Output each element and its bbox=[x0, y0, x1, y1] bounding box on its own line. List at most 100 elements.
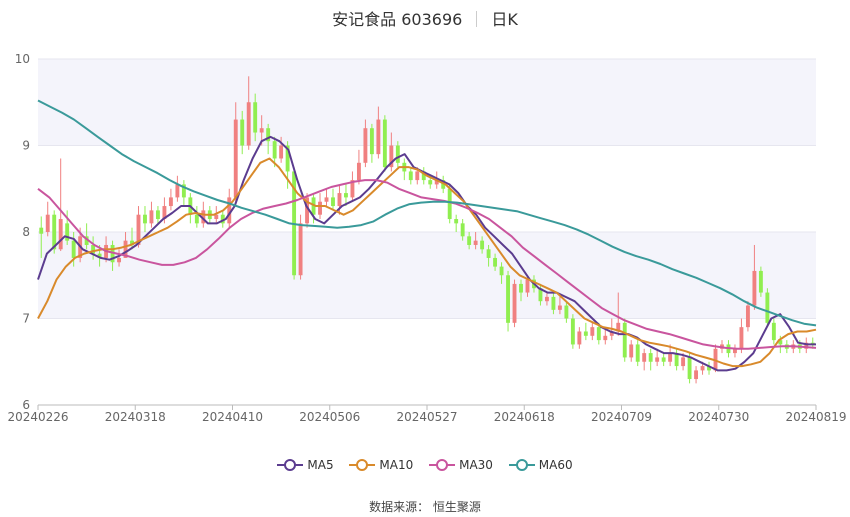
candle-body bbox=[687, 357, 692, 380]
candle-body bbox=[214, 214, 219, 220]
candle-body bbox=[480, 240, 485, 250]
legend-item-ma5[interactable]: MA5 bbox=[277, 458, 334, 472]
candle-body bbox=[499, 266, 504, 276]
candle-body bbox=[551, 296, 556, 310]
candle-body bbox=[674, 353, 679, 367]
candle-body bbox=[804, 342, 809, 349]
candle-body bbox=[285, 145, 290, 172]
legend-item-ma30[interactable]: MA30 bbox=[429, 458, 493, 472]
candle-body bbox=[512, 283, 517, 323]
plot-band bbox=[38, 232, 816, 319]
candle-body bbox=[130, 240, 134, 245]
candle-body bbox=[318, 201, 322, 215]
candle-body bbox=[123, 240, 128, 258]
candle-body bbox=[110, 244, 115, 263]
candle-body bbox=[519, 283, 523, 293]
candle-body bbox=[149, 210, 154, 224]
title-separator bbox=[476, 11, 478, 27]
candle-body bbox=[181, 184, 186, 198]
candle-body bbox=[434, 180, 439, 185]
candle-body bbox=[39, 227, 44, 234]
candle-body bbox=[544, 296, 549, 302]
candle-body bbox=[661, 357, 666, 362]
candle-body bbox=[175, 184, 180, 198]
candle-body bbox=[389, 145, 394, 168]
x-tick-label: 20240506 bbox=[299, 410, 360, 424]
candle-body bbox=[369, 128, 374, 155]
candle-body bbox=[246, 102, 251, 146]
candle-body bbox=[538, 288, 543, 302]
stock-name-code: 安记食品 603696 bbox=[332, 10, 463, 29]
candle-body bbox=[136, 214, 141, 245]
candle-body bbox=[752, 270, 757, 306]
candle-body bbox=[356, 162, 361, 181]
candle-body bbox=[629, 344, 634, 358]
candle-body bbox=[590, 327, 595, 336]
y-tick-label: 7 bbox=[22, 312, 30, 326]
candle-body bbox=[194, 214, 199, 224]
candle-body bbox=[758, 270, 763, 293]
candle-body bbox=[305, 197, 310, 224]
legend-label-ma30: MA30 bbox=[459, 458, 493, 472]
candle-body bbox=[311, 197, 316, 215]
candle-body bbox=[739, 327, 744, 349]
legend-item-ma10[interactable]: MA10 bbox=[349, 458, 413, 472]
candle-body bbox=[745, 305, 750, 328]
candle-body bbox=[486, 249, 491, 258]
candle-body bbox=[155, 210, 160, 220]
candle-body bbox=[65, 223, 70, 241]
candle-body bbox=[707, 366, 711, 371]
candle-body bbox=[642, 353, 647, 362]
ma-line-ma5 bbox=[37, 135, 816, 372]
candle-body bbox=[337, 193, 342, 207]
candle-body bbox=[240, 119, 245, 146]
candle-body bbox=[298, 223, 303, 276]
candle-body bbox=[609, 331, 614, 336]
candle-body bbox=[58, 219, 63, 250]
x-tick-label: 20240709 bbox=[591, 410, 652, 424]
candle-body bbox=[506, 275, 510, 323]
candle-body bbox=[694, 370, 699, 380]
candle-body bbox=[771, 322, 776, 341]
candle-body bbox=[564, 305, 569, 319]
candle-body bbox=[233, 119, 238, 198]
candle-body bbox=[577, 331, 582, 345]
y-tick-label: 6 bbox=[22, 398, 30, 412]
candle-body bbox=[350, 180, 355, 198]
legend-label-ma10: MA10 bbox=[379, 458, 414, 472]
x-tick-label: 20240730 bbox=[688, 410, 749, 424]
candle-body bbox=[421, 171, 426, 181]
data-source: 数据来源： 恒生聚源 bbox=[369, 500, 481, 514]
candle-body bbox=[279, 145, 284, 159]
candle-body bbox=[143, 214, 147, 224]
x-tick-label: 20240318 bbox=[105, 410, 166, 424]
candle-body bbox=[168, 197, 173, 207]
candle-body bbox=[408, 171, 413, 181]
candle-body bbox=[635, 344, 640, 362]
x-tick-label: 20240819 bbox=[785, 410, 846, 424]
ma-line-ma10 bbox=[37, 157, 817, 368]
candle-body bbox=[324, 197, 329, 202]
candle-body bbox=[117, 257, 121, 263]
candle-body bbox=[596, 327, 601, 341]
candle-body bbox=[525, 279, 530, 293]
x-tick-label: 20240618 bbox=[494, 410, 555, 424]
x-tick-label: 20240226 bbox=[7, 410, 68, 424]
candle-body bbox=[344, 193, 348, 198]
candle-body bbox=[622, 322, 627, 358]
candle-body bbox=[259, 128, 264, 133]
candle-body bbox=[52, 214, 57, 250]
y-tick-label: 9 bbox=[22, 139, 30, 153]
candle-body bbox=[460, 223, 465, 237]
candle-body bbox=[84, 236, 89, 245]
candle-body bbox=[266, 128, 271, 142]
candle-body bbox=[331, 197, 335, 207]
legend-item-ma60[interactable]: MA60 bbox=[508, 458, 573, 472]
candle-body bbox=[668, 353, 673, 362]
candle-body bbox=[201, 210, 206, 224]
plot-band bbox=[38, 59, 816, 146]
candle-body bbox=[272, 141, 277, 159]
period-label: 日K bbox=[491, 10, 518, 29]
candle-body bbox=[616, 322, 621, 332]
candle-body bbox=[570, 318, 575, 345]
